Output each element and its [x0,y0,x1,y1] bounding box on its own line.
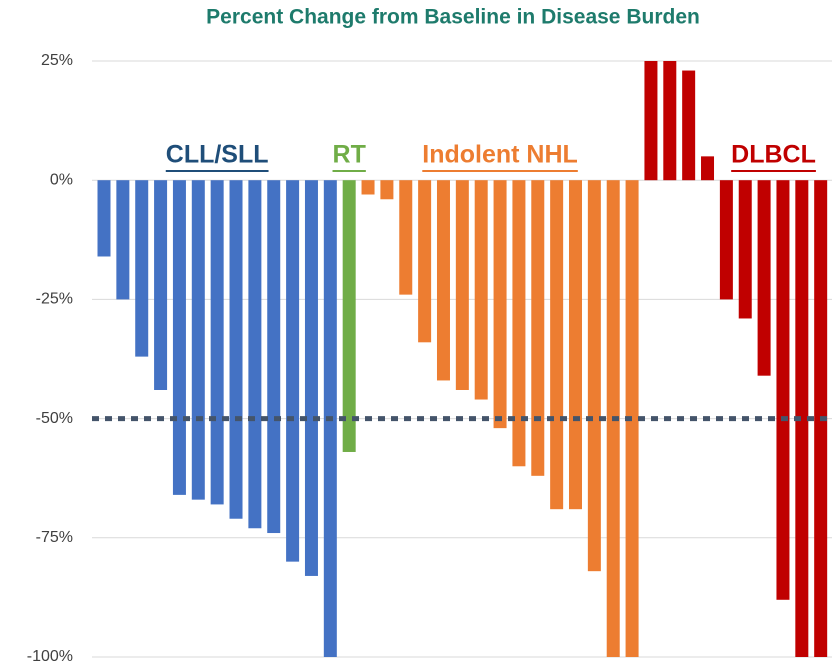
bar [361,180,375,195]
bar [304,180,318,576]
bar [795,180,809,657]
y-tick-label: -25% [36,291,73,308]
bar [135,180,149,357]
bar [154,180,168,390]
bar [569,180,582,510]
bar [587,180,601,572]
bar [455,180,469,390]
group-label: Indolent NHL [422,141,578,169]
bar [116,180,130,300]
group-label: CLL/SLL [166,141,269,169]
group-label: RT [333,141,366,169]
bar [436,180,450,381]
bar [399,180,413,295]
bar [550,180,564,510]
y-tick-label: -50% [36,410,73,427]
bar [531,180,545,476]
y-tick-label: 0% [50,171,73,188]
bar [97,180,111,257]
bar [625,180,639,657]
bar [191,180,205,500]
bar [719,180,733,300]
bar [512,180,526,467]
bar [644,61,658,181]
bar [267,180,281,534]
bar [682,70,696,181]
bar [210,180,224,505]
bar [248,180,262,529]
y-tick-label: 25% [41,52,73,69]
chart-title: Percent Change from Baseline in Disease … [206,6,700,29]
bar [701,156,715,181]
bar [776,180,790,600]
bar [229,180,243,519]
bar [172,180,186,495]
bar [493,180,507,429]
group-label: DLBCL [731,141,816,169]
bar [286,180,300,562]
bar [663,61,677,181]
y-tick-label: -75% [36,529,73,546]
bar [418,180,432,343]
bar [380,180,394,200]
y-tick-label: -100% [27,648,73,665]
bar [757,180,771,376]
bar [738,180,752,319]
bar [342,180,356,452]
bar [474,180,488,400]
